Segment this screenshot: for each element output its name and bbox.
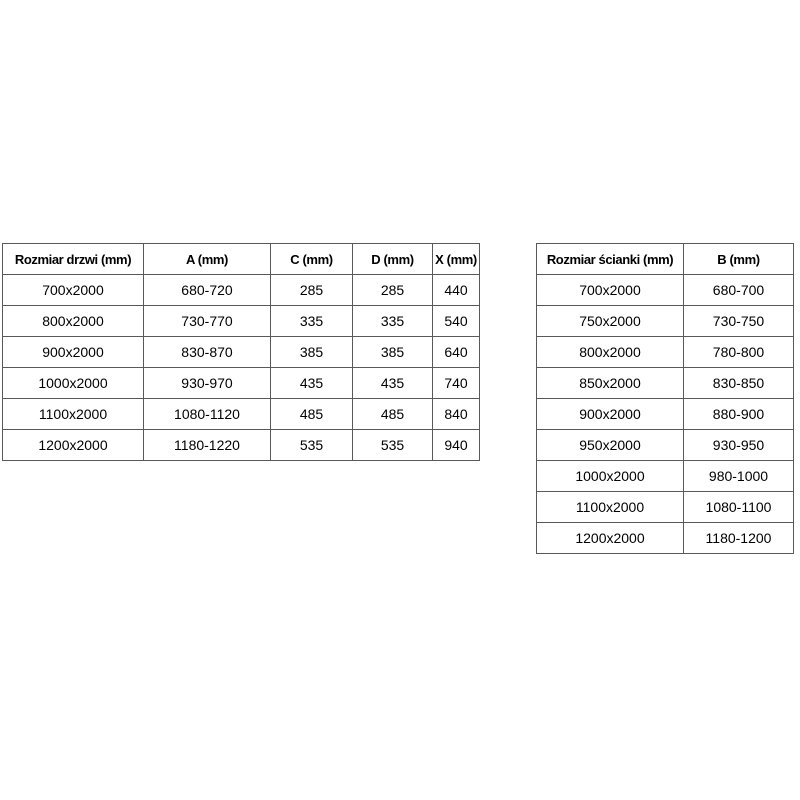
- table-cell: 800x2000: [536, 336, 684, 368]
- table-cell: 730-770: [143, 305, 271, 337]
- table-row: 1000x2000 930-970 435 435 740: [2, 367, 480, 399]
- table-cell: 1080-1120: [143, 398, 271, 430]
- table-cell: 1180-1220: [143, 429, 271, 461]
- table-row: 750x2000 730-750: [536, 305, 794, 337]
- table-cell: 540: [432, 305, 480, 337]
- table-cell: 1100x2000: [2, 398, 144, 430]
- column-header: Rozmiar drzwi (mm): [2, 243, 144, 275]
- table-cell: 840: [432, 398, 480, 430]
- table-row: 1200x2000 1180-1200: [536, 522, 794, 554]
- table-row: 700x2000 680-700: [536, 274, 794, 306]
- header-row: Rozmiar drzwi (mm) A (mm) C (mm) D (mm) X (m…: [2, 243, 480, 275]
- column-header: C (mm): [270, 243, 353, 275]
- column-header: X (mm): [432, 243, 480, 275]
- table-cell: 930-970: [143, 367, 271, 399]
- table-row: 1000x2000 980-1000: [536, 460, 794, 492]
- door-size-table: Rozmiar drzwi (mm) A (mm) C (mm) D (mm) X (m…: [2, 243, 480, 461]
- table-cell: 750x2000: [536, 305, 684, 337]
- table-row: 950x2000 930-950: [536, 429, 794, 461]
- table-cell: 285: [352, 274, 433, 306]
- table-row: 1200x2000 1180-1220 535 535 940: [2, 429, 480, 461]
- table-cell: 1180-1200: [683, 522, 794, 554]
- table-cell: 950x2000: [536, 429, 684, 461]
- table-cell: 335: [352, 305, 433, 337]
- table-cell: 1000x2000: [2, 367, 144, 399]
- table-cell: 930-950: [683, 429, 794, 461]
- table-cell: 800x2000: [2, 305, 144, 337]
- table-cell: 830-870: [143, 336, 271, 368]
- table-cell: 435: [270, 367, 353, 399]
- table-cell: 385: [352, 336, 433, 368]
- table-cell: 880-900: [683, 398, 794, 430]
- wall-size-table: Rozmiar ścianki (mm) B (mm) 700x2000 680-70…: [536, 243, 794, 554]
- table-cell: 535: [352, 429, 433, 461]
- table-cell: 680-720: [143, 274, 271, 306]
- table-cell: 900x2000: [536, 398, 684, 430]
- table-cell: 700x2000: [536, 274, 684, 306]
- table-row: 1100x2000 1080-1100: [536, 491, 794, 523]
- column-header: B (mm): [683, 243, 794, 275]
- column-header: Rozmiar ścianki (mm): [536, 243, 684, 275]
- table-cell: 285: [270, 274, 353, 306]
- table-cell: 1080-1100: [683, 491, 794, 523]
- table-cell: 1000x2000: [536, 460, 684, 492]
- table-cell: 850x2000: [536, 367, 684, 399]
- table-cell: 730-750: [683, 305, 794, 337]
- table-cell: 485: [352, 398, 433, 430]
- table-cell: 900x2000: [2, 336, 144, 368]
- table-cell: 640: [432, 336, 480, 368]
- table-cell: 435: [352, 367, 433, 399]
- table-cell: 385: [270, 336, 353, 368]
- table-cell: 485: [270, 398, 353, 430]
- table-cell: 535: [270, 429, 353, 461]
- table-row: 900x2000 880-900: [536, 398, 794, 430]
- table-cell: 1200x2000: [536, 522, 684, 554]
- column-header: A (mm): [143, 243, 271, 275]
- table-cell: 940: [432, 429, 480, 461]
- table-cell: 1100x2000: [536, 491, 684, 523]
- header-row: Rozmiar ścianki (mm) B (mm): [536, 243, 794, 275]
- table-cell: 680-700: [683, 274, 794, 306]
- table-cell: 780-800: [683, 336, 794, 368]
- table-cell: 980-1000: [683, 460, 794, 492]
- table-row: 1100x2000 1080-1120 485 485 840: [2, 398, 480, 430]
- table-row: 700x2000 680-720 285 285 440: [2, 274, 480, 306]
- table-cell: 335: [270, 305, 353, 337]
- column-header: D (mm): [352, 243, 433, 275]
- table-cell: 830-850: [683, 367, 794, 399]
- table-cell: 1200x2000: [2, 429, 144, 461]
- table-row: 800x2000 730-770 335 335 540: [2, 305, 480, 337]
- table-row: 800x2000 780-800: [536, 336, 794, 368]
- table-cell: 440: [432, 274, 480, 306]
- table-row: 900x2000 830-870 385 385 640: [2, 336, 480, 368]
- table-row: 850x2000 830-850: [536, 367, 794, 399]
- table-cell: 700x2000: [2, 274, 144, 306]
- table-cell: 740: [432, 367, 480, 399]
